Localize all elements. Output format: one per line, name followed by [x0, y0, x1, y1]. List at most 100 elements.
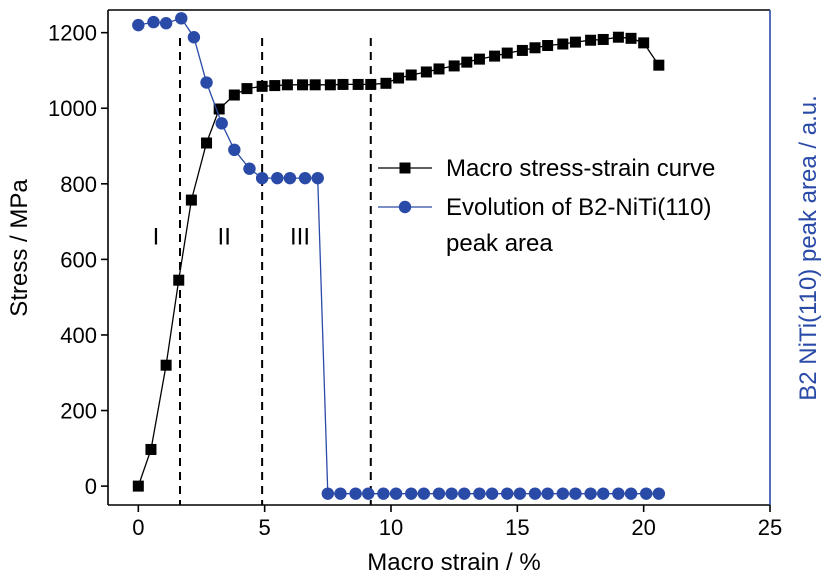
- stress-point: [173, 274, 185, 286]
- y-tick-label: 800: [60, 172, 97, 197]
- peak-area-point: [389, 487, 403, 500]
- peak-area-point: [283, 171, 297, 185]
- phase-region-labels: I II III: [153, 223, 310, 250]
- stress-point: [433, 63, 445, 75]
- x-tick-label: 5: [259, 515, 271, 540]
- stress-point: [461, 56, 473, 68]
- peak-area-point: [362, 487, 375, 500]
- stress-point: [309, 79, 321, 91]
- x-axis-label: Macro strain / %: [367, 549, 540, 576]
- legend-label: Evolution of B2-NiTi(110): [446, 194, 711, 221]
- stress-point: [281, 79, 293, 91]
- peak-area-point: [298, 171, 312, 185]
- stress-point: [597, 33, 609, 45]
- peak-area-point: [513, 487, 527, 500]
- peak-area-point: [612, 487, 625, 500]
- axis-ticks: 0 5 10 15 20 25 0 200 400 600 800 1000 1200: [48, 21, 782, 540]
- peak-area-point: [243, 162, 256, 175]
- x-tick-label: 10: [379, 515, 403, 540]
- stress-point: [337, 78, 349, 90]
- plot-series: [132, 12, 666, 500]
- x-tick-label: 20: [631, 515, 655, 540]
- stress-point: [213, 103, 225, 115]
- stress-point: [529, 42, 541, 54]
- y-tick-label: 0: [85, 474, 97, 499]
- legend-label: peak area: [446, 230, 553, 257]
- peak-area-point: [473, 487, 486, 500]
- peak-area-point: [597, 487, 610, 500]
- y-axis-label: Stress / MPa: [6, 179, 33, 317]
- peak-area-point: [147, 15, 160, 29]
- stress-point: [612, 31, 624, 43]
- y-tick-label: 1200: [48, 21, 97, 46]
- peak-area-point: [321, 487, 335, 500]
- peak-area-point: [432, 487, 446, 500]
- peak-area-point: [349, 487, 362, 500]
- peak-area-point: [311, 171, 324, 185]
- x-tick-label: 0: [132, 515, 144, 540]
- stress-point: [501, 47, 513, 59]
- peak-area-point: [200, 76, 213, 89]
- peak-area-point: [271, 171, 284, 185]
- stress-point: [352, 78, 364, 90]
- stress-point: [269, 80, 281, 92]
- stress-point: [132, 480, 144, 492]
- axes-frame: [107, 9, 771, 506]
- y-tick-label: 200: [60, 399, 97, 424]
- peak-area-point: [255, 171, 269, 185]
- stress-point: [256, 80, 268, 92]
- stress-point: [185, 194, 197, 206]
- stress-point: [473, 53, 485, 65]
- y-tick-label: 1000: [48, 96, 97, 121]
- peak-area-point: [334, 487, 347, 500]
- stress-point: [324, 79, 336, 91]
- stress-point: [448, 60, 460, 72]
- peak-area-point: [159, 17, 173, 30]
- peak-area-point: [501, 487, 514, 500]
- series-line-2: [138, 17, 659, 495]
- x-tick-label: 25: [758, 515, 782, 540]
- peak-area-point: [569, 487, 582, 500]
- peak-area-point: [458, 487, 471, 500]
- phase-region-label: III: [290, 223, 310, 250]
- stress-point: [653, 59, 665, 71]
- peak-area-point: [445, 487, 458, 500]
- peak-area-point: [175, 12, 188, 25]
- phase-region-label: II: [218, 223, 231, 250]
- legend-circle-marker: [398, 200, 412, 214]
- stress-point: [297, 79, 309, 91]
- y2-axis-label: B2 NiTi(110) peak area / a.u.: [795, 95, 822, 400]
- stress-point: [638, 37, 650, 49]
- legend-square-marker: [399, 162, 411, 174]
- legend-label: Macro stress-strain curve: [446, 155, 715, 182]
- x-tick-label: 15: [505, 515, 529, 540]
- peak-area-point: [377, 487, 390, 500]
- stress-point: [516, 44, 528, 56]
- peak-area-point: [624, 487, 638, 500]
- stress-point: [420, 66, 432, 78]
- stress-point: [380, 77, 392, 89]
- peak-area-point: [215, 117, 228, 130]
- peak-area-point: [417, 487, 431, 500]
- peak-area-point: [556, 487, 570, 500]
- stress-point: [557, 38, 569, 50]
- stress-point: [542, 40, 554, 52]
- peak-area-point: [652, 487, 666, 500]
- peak-area-point: [405, 487, 418, 500]
- stress-point: [365, 78, 377, 90]
- y-tick-label: 600: [60, 247, 97, 272]
- stress-point: [160, 359, 172, 371]
- stress-point: [489, 50, 501, 62]
- stress-point: [201, 137, 213, 149]
- stress-point: [145, 443, 157, 455]
- stress-point: [228, 89, 240, 101]
- peak-area-point: [528, 487, 542, 500]
- peak-area-point: [639, 487, 653, 500]
- peak-area-point: [228, 143, 241, 157]
- stress-point: [393, 72, 405, 84]
- peak-area-point: [187, 31, 201, 44]
- stress-point: [241, 83, 253, 95]
- phase-region-label: I: [153, 223, 160, 250]
- stress-point: [569, 36, 581, 48]
